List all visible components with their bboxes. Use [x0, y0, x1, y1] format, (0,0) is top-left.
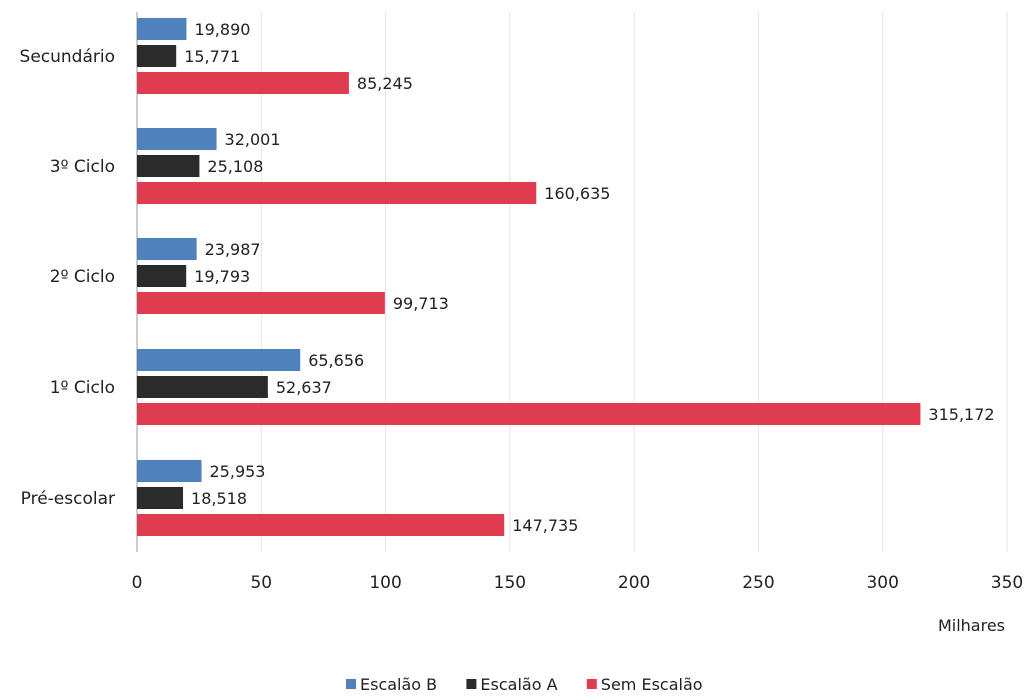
bar: [137, 487, 184, 509]
x-axis: 0 50 100 150 200 250 300 350: [132, 573, 1024, 593]
bar: [137, 45, 177, 67]
y-axis: Secundário 3º Ciclo 2º Ciclo 1º Ciclo Pré-es…: [20, 47, 115, 509]
data-label: 99,713: [393, 294, 449, 313]
x-tick-label: 200: [618, 573, 650, 593]
data-label: 19,793: [194, 267, 250, 286]
legend-swatch: [586, 679, 597, 689]
data-label: 25,953: [210, 462, 266, 481]
bar: [137, 182, 537, 204]
legend-label: Sem Escalão: [601, 675, 703, 694]
bar: [137, 376, 268, 398]
bar: [137, 460, 202, 482]
y-category-label: Secundário: [20, 47, 115, 67]
data-label: 52,637: [276, 378, 332, 397]
y-category-label: 3º Ciclo: [50, 157, 115, 177]
legend-label: Escalão B: [360, 675, 437, 694]
legend-swatch: [466, 679, 477, 689]
bar: [137, 514, 505, 536]
legend-label: Escalão A: [480, 675, 557, 694]
bar: [137, 349, 301, 371]
data-labels: 19,890 15,771 85,245 32,001 25,108 160,635 23,…: [184, 20, 994, 535]
bar: [137, 265, 187, 287]
x-tick-label: 0: [132, 573, 143, 593]
bars: [137, 18, 921, 536]
y-category-label: Pré-escolar: [21, 489, 115, 509]
data-label: 147,735: [512, 516, 578, 535]
bar: [137, 403, 921, 425]
legend-swatch: [346, 679, 356, 689]
data-label: 160,635: [544, 184, 610, 203]
x-tick-label: 300: [866, 573, 898, 593]
data-label: 65,656: [308, 351, 364, 370]
x-tick-label: 250: [742, 573, 774, 593]
bar: [137, 18, 187, 40]
bar: [137, 238, 197, 260]
data-label: 19,890: [194, 20, 250, 39]
bar: [137, 72, 349, 94]
data-label: 32,001: [225, 130, 281, 149]
data-label: 18,518: [191, 489, 247, 508]
x-axis-unit-label: Milhares: [938, 616, 1005, 635]
y-category-label: 1º Ciclo: [50, 378, 115, 398]
data-label: 23,987: [205, 240, 261, 259]
bar: [137, 128, 217, 150]
gridlines: [136, 12, 1008, 552]
x-tick-label: 350: [991, 573, 1023, 593]
y-category-label: 2º Ciclo: [50, 267, 115, 287]
bar: [137, 155, 200, 177]
bar: [137, 292, 385, 314]
data-label: 15,771: [184, 47, 240, 66]
data-label: 25,108: [207, 157, 263, 176]
data-label: 315,172: [928, 405, 994, 424]
x-tick-label: 50: [250, 573, 272, 593]
legend: Escalão B Escalão A Sem Escalão: [346, 675, 703, 694]
x-tick-label: 100: [369, 573, 401, 593]
data-label: 85,245: [357, 74, 413, 93]
x-tick-label: 150: [494, 573, 526, 593]
